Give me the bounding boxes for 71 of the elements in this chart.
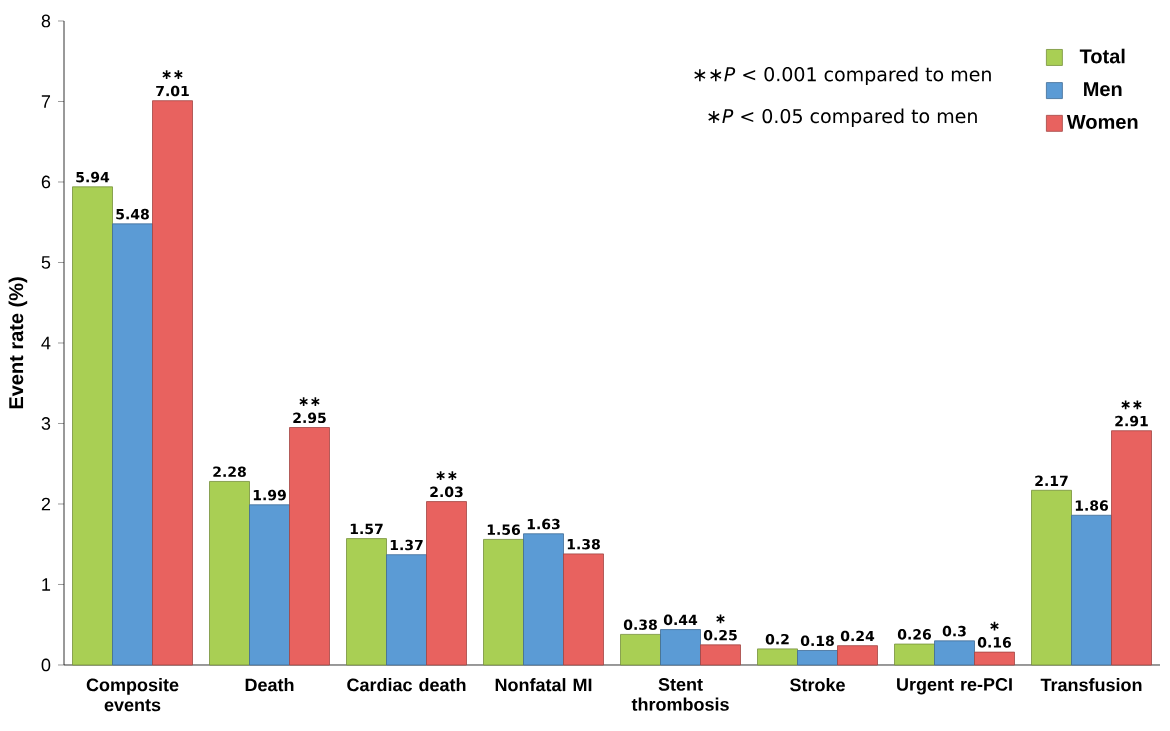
bar [209,481,250,666]
annotation: ∗∗P < 0.001 compared to men [694,66,991,86]
data-label: ∗∗ 7.01 [156,70,189,97]
data-label: 1.56 [487,524,521,535]
y-tick-label: 4 [41,336,51,350]
bar [152,100,193,666]
data-label: ∗∗ 2.03 [430,471,463,498]
data-label: 2.17 [1035,475,1068,486]
bar [483,539,524,666]
bar [426,501,467,666]
bar [563,553,604,666]
x-tick-label: Stroke [790,678,845,692]
x-tick-label: Nonfatal MI [495,678,592,692]
data-label: 0.3 [942,625,966,637]
bar [974,651,1015,666]
x-tick-label: Cardiac death [347,678,466,692]
bar [620,634,661,666]
x-tick-label: Composite events [86,678,179,712]
x-tick-label: Urgent re-PCI [897,678,1012,695]
bar [523,533,564,666]
data-label: 0.26 [897,629,932,640]
x-tick-label: Stent thrombosis [631,678,729,711]
y-axis-title: Event rate (%) [8,277,28,409]
y-tick-label: 8 [41,14,51,28]
bar [797,650,838,666]
data-label: 0.2 [765,633,789,645]
y-tick-label: 3 [41,417,51,430]
y-tick-label: 6 [41,175,51,189]
bar [346,538,387,666]
bar [249,504,290,666]
data-label: 0.38 [623,619,657,630]
bar [934,640,975,666]
data-label: 0.24 [840,630,875,642]
annotation: ∗P < 0.05 compared to men [708,108,977,127]
bar [837,645,878,666]
legend-label: Men [1084,82,1122,97]
bar [757,648,798,666]
data-label: 1.86 [1075,500,1109,511]
data-label: ∗ 0.16 [977,621,1012,648]
x-tick-label: Death [245,678,294,692]
bar [1071,514,1112,666]
y-tick-label: 1 [42,578,51,591]
data-label: ∗ 0.25 [703,614,737,641]
data-label: 0.18 [800,635,834,647]
bar [1031,489,1072,666]
bar [700,644,741,666]
data-label: 5.94 [76,171,110,183]
bar [894,643,935,666]
data-label: ∗∗ 2.95 [293,397,326,424]
y-tick-label: 7 [41,95,51,108]
bar [1111,430,1152,666]
y-tick-label: 0 [41,658,51,672]
legend-label: Total [1079,48,1125,64]
data-label: 2.28 [213,466,246,478]
data-label: 1.57 [350,523,383,535]
x-tick-label: Transfusion [1040,678,1142,692]
data-label: 1.63 [527,518,560,530]
data-label: 0.44 [663,614,698,626]
bar [289,427,330,666]
data-label: 1.37 [390,539,423,551]
data-label: 1.99 [253,489,286,501]
data-label: ∗∗ 2.91 [1115,400,1148,427]
bar [660,629,701,666]
y-tick-label: 5 [41,256,51,269]
y-tick-label: 2 [41,497,51,511]
data-label: 5.48 [116,208,149,220]
data-label: 1.38 [567,538,600,550]
bar [112,223,153,666]
bar [386,554,427,666]
bar [72,186,113,666]
legend-label: Women [1066,114,1138,129]
